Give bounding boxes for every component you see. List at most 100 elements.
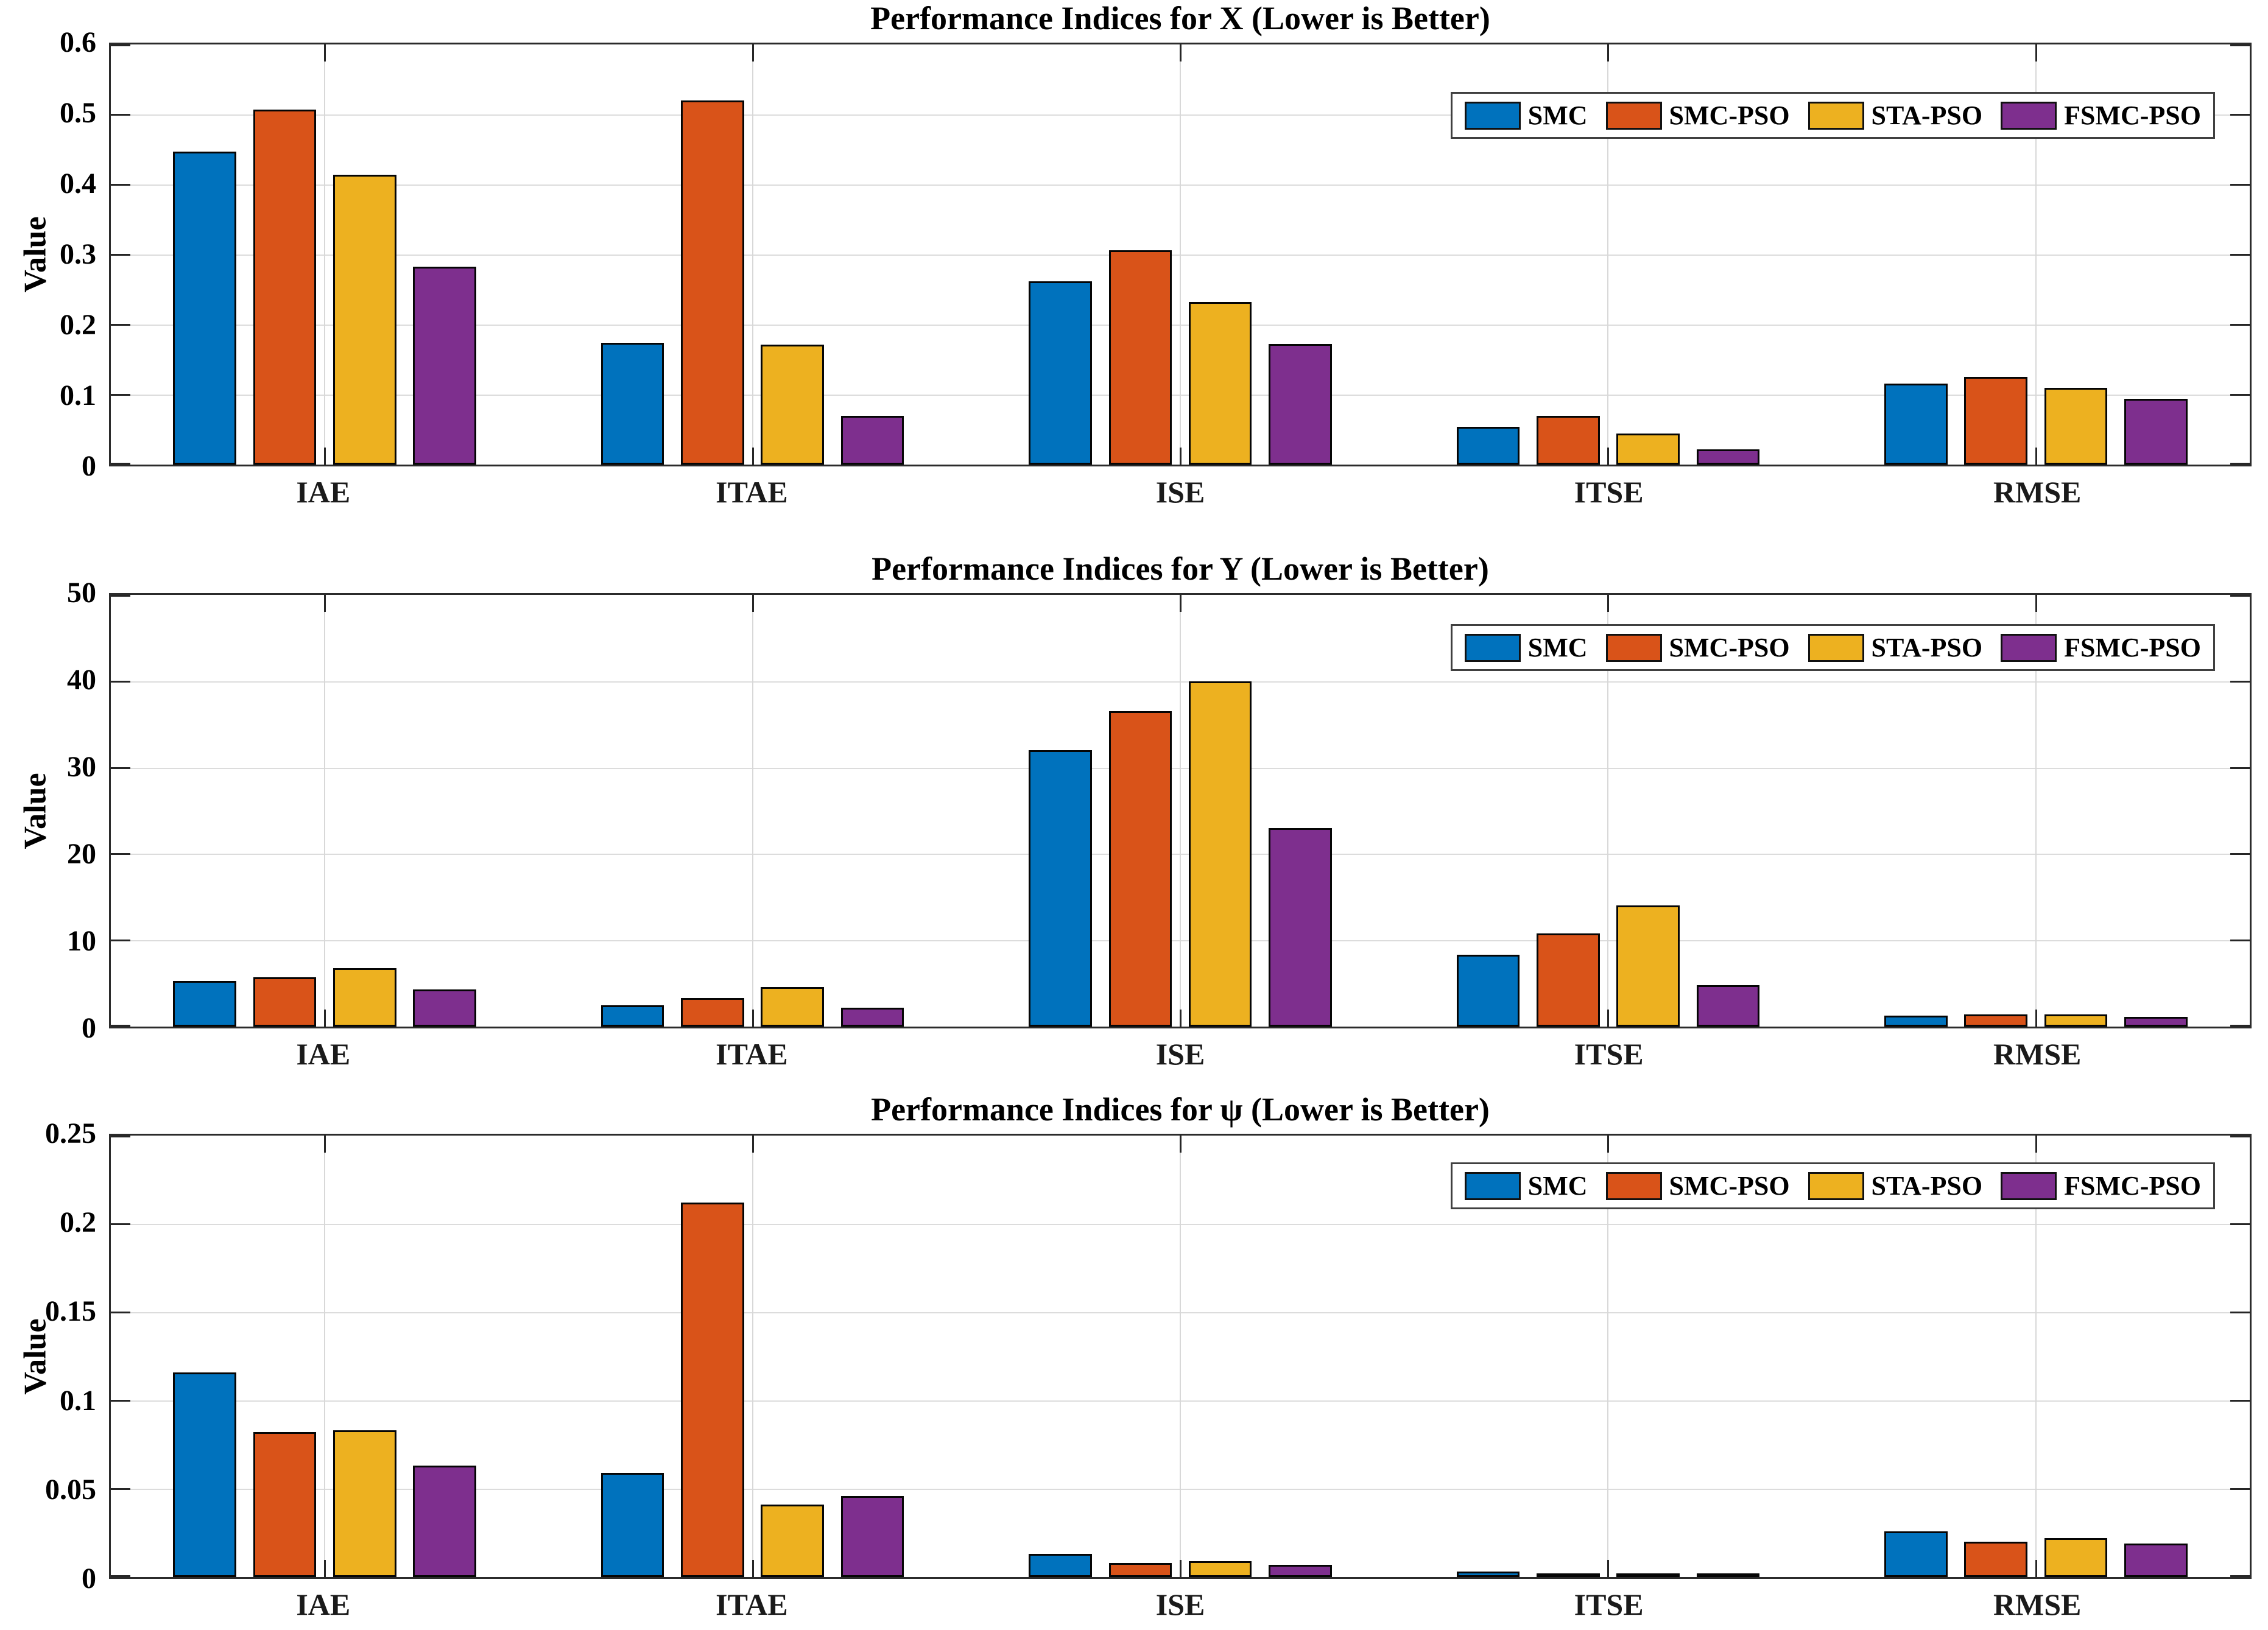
y-axis-tick [2230, 324, 2250, 326]
x-tick-label-iae: IAE [296, 1037, 351, 1071]
legend-item-fsmc-pso: FSMC-PSO [2001, 632, 2201, 663]
x-axis-tick [324, 1136, 326, 1153]
bar-smc-itae [600, 1005, 664, 1027]
x-gridline [2035, 595, 2037, 1027]
y-tick-label: 40 [67, 664, 96, 696]
y-tick-label: 0.2 [60, 1206, 96, 1239]
legend-item-fsmc-pso: FSMC-PSO [2001, 1170, 2201, 1201]
legend-swatch-icon [1464, 101, 1521, 130]
bar-sta-pso-iae [333, 968, 396, 1027]
bar-sta-pso-ise [1188, 681, 1252, 1027]
bar-fsmc-pso-itae [840, 1007, 904, 1027]
x-axis-tick [1607, 1010, 1610, 1027]
x-tick-label-ise: ISE [1155, 475, 1205, 509]
bar-smc-iae [173, 151, 236, 465]
y-axis-tick [111, 1025, 130, 1027]
x-axis-tick [1180, 44, 1182, 61]
bar-smc-pso-rmse [1964, 1542, 2027, 1577]
bar-smc-pso-ise [1108, 250, 1172, 465]
bar-sta-pso-itse [1616, 1573, 1680, 1577]
y-tick-label: 0.5 [60, 97, 96, 129]
bar-smc-pso-rmse [1964, 1014, 2027, 1027]
legend-item-smc-pso: SMC-PSO [1605, 100, 1790, 131]
bar-fsmc-pso-itse [1696, 985, 1760, 1027]
y-axis-tick [111, 595, 130, 597]
legend-label: SMC [1527, 100, 1588, 130]
x-axis-tick [752, 448, 754, 465]
y-axis-tick [111, 767, 130, 769]
legend-swatch-icon [2001, 633, 2057, 662]
y-axis-tick [111, 1223, 130, 1225]
x-axis-tick [1180, 1010, 1182, 1027]
bar-fsmc-pso-ise [1269, 1564, 1332, 1577]
bar-smc-itae [600, 1472, 664, 1577]
y-tick-label: 0 [82, 450, 96, 482]
y-axis-tick [111, 1575, 130, 1577]
x-gridline [2035, 1136, 2037, 1577]
y-axis-tick [2230, 1025, 2250, 1027]
x-axis-tick [324, 44, 326, 61]
x-axis-tick [752, 44, 754, 61]
y-axis-tick [111, 394, 130, 396]
legend: SMC SMC-PSO STA-PSO FSMC-PSO [1450, 1162, 2215, 1209]
x-tick-label-rmse: RMSE [1993, 1587, 2082, 1621]
x-tick-label-iae: IAE [296, 475, 351, 509]
x-tick-labels: IAE ITAE ISE ITSE RMSE [109, 1037, 2252, 1076]
x-axis-tick [1607, 448, 1610, 465]
x-gridline [1607, 1136, 1609, 1577]
x-gridline [2035, 44, 2037, 465]
x-axis-tick [752, 1136, 754, 1153]
legend-item-sta-pso: STA-PSO [1808, 632, 1982, 663]
x-axis-tick [1180, 1560, 1182, 1577]
x-tick-label-rmse: RMSE [1993, 1037, 2082, 1071]
plot-area: SMC SMC-PSO STA-PSO FSMC-PSO [109, 43, 2252, 466]
y-axis-tick [111, 1400, 130, 1402]
y-tick-label: 0.1 [60, 1384, 96, 1417]
legend-item-fsmc-pso: FSMC-PSO [2001, 100, 2201, 131]
plot-area: SMC SMC-PSO STA-PSO FSMC-PSO [109, 593, 2252, 1028]
x-gridline [324, 595, 326, 1027]
y-tick-label: 0.3 [60, 238, 96, 270]
x-axis-tick [1180, 595, 1182, 612]
legend-item-sta-pso: STA-PSO [1808, 1170, 1983, 1201]
y-axis-tick [2230, 44, 2250, 46]
bar-smc-itae [600, 342, 664, 465]
x-axis-tick [2035, 44, 2037, 61]
bar-sta-pso-rmse [2044, 1014, 2108, 1027]
x-tick-label-ise: ISE [1155, 1587, 1205, 1621]
y-axis-tick [2230, 463, 2250, 465]
x-axis-tick [2035, 1136, 2037, 1153]
y-axis-tick [2230, 1312, 2250, 1313]
x-tick-label-itse: ITSE [1574, 1037, 1644, 1071]
y-axis-tick [111, 1312, 130, 1313]
legend-label: STA-PSO [1871, 1171, 1983, 1201]
bar-fsmc-pso-itse [1696, 1573, 1760, 1577]
bar-smc-pso-iae [253, 109, 317, 465]
y-axis-tick [2230, 595, 2250, 597]
x-tick-labels: IAE ITAE ISE ITSE RMSE [109, 1587, 2252, 1626]
y-axis-tick [2230, 1488, 2250, 1490]
y-tick-label: 10 [67, 925, 96, 957]
x-axis-tick [2035, 1560, 2037, 1577]
x-gridline [752, 1136, 753, 1577]
plot-area: SMC SMC-PSO STA-PSO FSMC-PSO [109, 1134, 2252, 1579]
legend-label: FSMC-PSO [2064, 1171, 2201, 1201]
bar-fsmc-pso-rmse [2124, 1017, 2188, 1027]
y-tick-labels: 0 0.05 0.1 0.15 0.2 0.25 [0, 1118, 96, 1595]
y-axis-tick [2230, 184, 2250, 186]
bar-fsmc-pso-ise [1269, 344, 1332, 465]
x-axis-tick [752, 595, 754, 612]
legend-swatch-icon [1808, 1172, 1864, 1200]
legend-item-smc-pso: SMC-PSO [1605, 632, 1790, 663]
bar-smc-iae [173, 1372, 236, 1577]
bar-smc-pso-iae [253, 1432, 317, 1577]
bar-sta-pso-itae [761, 986, 825, 1027]
bar-smc-rmse [1884, 1015, 1948, 1027]
x-axis-tick [752, 1560, 754, 1577]
y-axis-tick [111, 1488, 130, 1490]
x-axis-tick [1607, 44, 1610, 61]
bar-sta-pso-itse [1616, 905, 1680, 1027]
y-tick-label: 0.4 [60, 167, 96, 200]
bar-fsmc-pso-itse [1696, 449, 1760, 465]
